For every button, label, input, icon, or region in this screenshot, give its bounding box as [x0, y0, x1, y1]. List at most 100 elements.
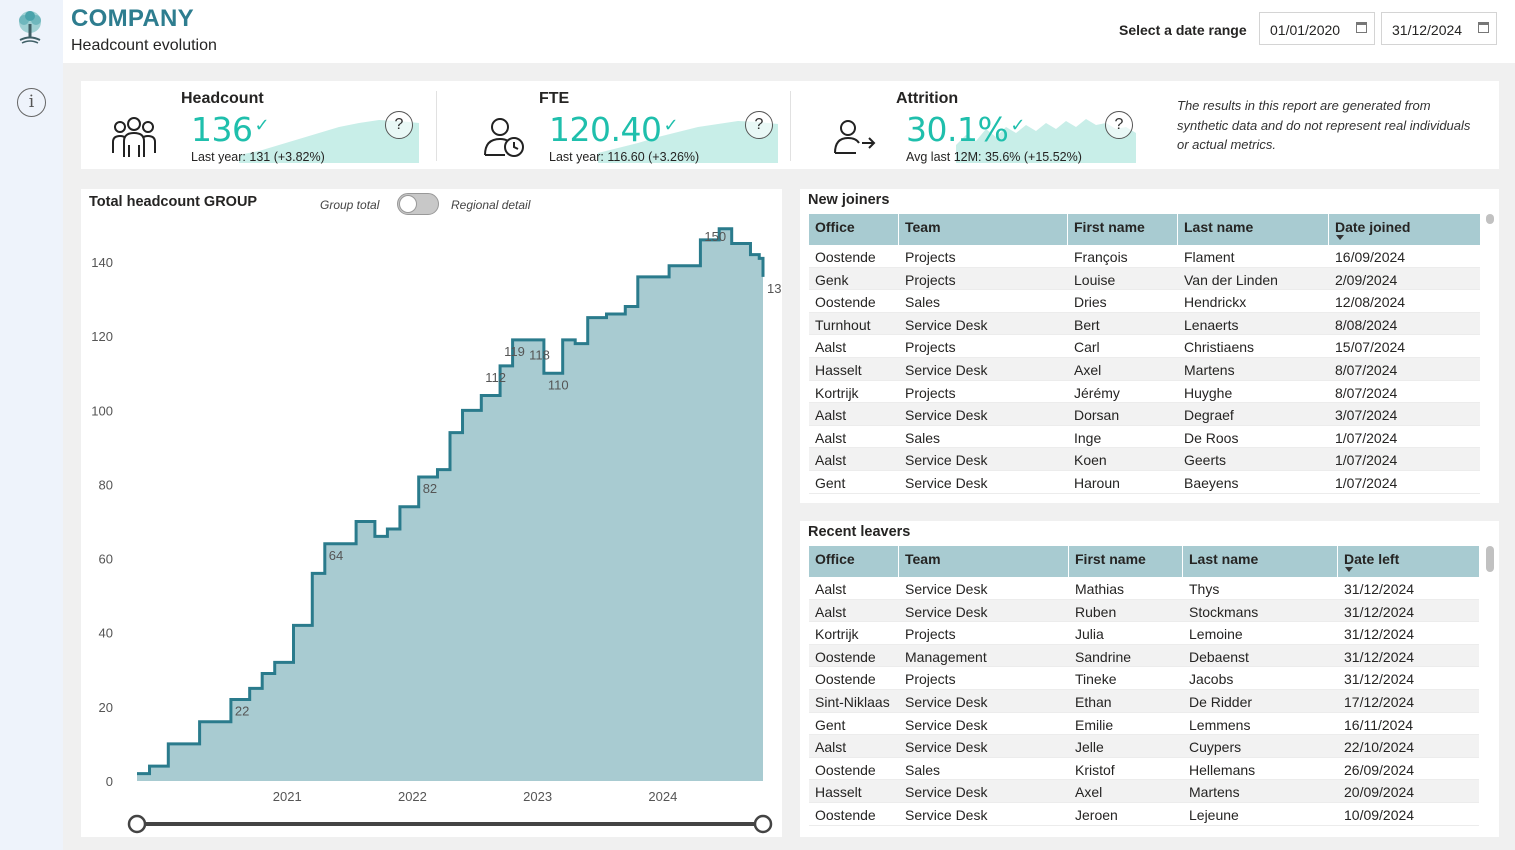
date-to-value: 31/12/2024 — [1392, 22, 1463, 38]
column-header-team[interactable]: Team — [905, 219, 941, 235]
y-tick-label: 140 — [91, 255, 113, 270]
table-cell-last-name: Lenaerts — [1184, 316, 1239, 333]
sort-desc-icon[interactable] — [1345, 567, 1353, 572]
table-body: Aalst Service Desk Mathias Thys 31/12/2024 Aa… — [809, 577, 1479, 829]
disclaimer-text: The results in this report are generated… — [1177, 98, 1471, 152]
table-cell-office: Oostende — [815, 761, 876, 778]
column-divider[interactable] — [1337, 546, 1338, 577]
info-icon[interactable]: i — [17, 88, 46, 117]
table-row[interactable]: Aalst Projects Carl Christiaens 15/07/2024 — [809, 335, 1480, 358]
group-regional-toggle[interactable] — [397, 193, 439, 215]
table-row[interactable]: Oostende Projects Tineke Jacobs 31/12/2024 — [809, 667, 1479, 690]
table-row[interactable]: Aalst Sales Inge De Roos 1/07/2024 — [809, 426, 1480, 449]
table-title: New joiners — [808, 192, 890, 208]
column-header-last-name[interactable]: Last name — [1184, 219, 1254, 235]
data-label: 112 — [485, 370, 506, 385]
table-row[interactable]: Turnhout Service Desk Bert Lenaerts 8/08/202… — [809, 312, 1480, 336]
table-cell-team: Projects — [905, 384, 956, 401]
table-row[interactable]: Sint-Niklaas Service Desk Ethan De Ridder 17… — [809, 689, 1479, 713]
range-slider-handle-start[interactable] — [127, 814, 147, 834]
table-cell-team: Projects — [905, 271, 956, 288]
table-row[interactable]: Aalst Service Desk Ruben Stockmans 31/12/202… — [809, 599, 1479, 623]
y-tick-label: 40 — [99, 626, 113, 641]
table-cell-date: 31/12/2024 — [1344, 603, 1415, 620]
table-cell-first-name: Haroun — [1074, 474, 1120, 491]
table-row[interactable]: Oostende Service Desk Jeroen Lejeune 10/09/2… — [809, 803, 1479, 826]
column-header-office[interactable]: Office — [815, 219, 855, 235]
column-divider[interactable] — [898, 214, 899, 245]
table-cell-office: Aalst — [815, 339, 847, 356]
help-icon[interactable]: ? — [1105, 111, 1133, 139]
column-divider[interactable] — [898, 546, 899, 577]
table-cell-date: 1/07/2024 — [1335, 429, 1398, 446]
date-from-input[interactable]: 01/01/2020 — [1259, 12, 1375, 45]
table-row[interactable]: Aalst Service Desk Mathias Thys 31/12/2024 — [809, 577, 1479, 600]
y-tick-label: 0 — [106, 774, 113, 789]
table-row[interactable]: Kortrijk Projects Julia Lemoine 31/12/2024 — [809, 622, 1479, 645]
table-cell-team: Sales — [905, 761, 941, 778]
y-tick-label: 120 — [91, 329, 113, 344]
column-header-first-name[interactable]: First name — [1075, 551, 1146, 567]
column-header-team[interactable]: Team — [905, 551, 941, 567]
y-tick-label: 60 — [99, 552, 113, 567]
table-cell-date: 12/08/2024 — [1335, 294, 1406, 311]
check-icon: ✓ — [1010, 115, 1025, 136]
table-body: Oostende Projects François Flament 16/09/202… — [809, 245, 1480, 495]
column-divider[interactable] — [1177, 214, 1178, 245]
y-tick-label: 20 — [99, 700, 113, 715]
table-cell-date: 1/07/2024 — [1335, 452, 1398, 469]
table-cell-date: 15/07/2024 — [1335, 339, 1406, 356]
table-cell-first-name: Carl — [1074, 339, 1100, 356]
table-row[interactable]: Gent Service Desk Emilie Lemmens 16/11/2024 — [809, 713, 1479, 736]
column-header-date-left[interactable]: Date left — [1344, 551, 1400, 567]
column-header-office[interactable]: Office — [815, 551, 855, 567]
table-row[interactable]: Gent Service Desk Haroun Baeyens 1/07/2024 — [809, 471, 1480, 494]
table-cell-first-name: Inge — [1074, 429, 1102, 446]
table-row[interactable]: Oostende Sales Kristof Hellemans 26/09/2024 — [809, 758, 1479, 781]
table-cell-office: Aalst — [815, 429, 847, 446]
table-row[interactable]: Oostende Management Sandrine Debaenst 31/12/… — [809, 644, 1479, 668]
help-icon[interactable]: ? — [385, 111, 413, 139]
table-row[interactable]: Aalst Service Desk Koen Geerts 1/07/2024 — [809, 448, 1480, 471]
table-cell-last-name: Van der Linden — [1184, 271, 1278, 288]
column-header-first-name[interactable]: First name — [1074, 219, 1145, 235]
table-row[interactable]: Aalst Service Desk Dorsan Degraef 3/07/2024 — [809, 403, 1480, 426]
table-cell-date: 8/07/2024 — [1335, 361, 1398, 378]
column-divider[interactable] — [1068, 546, 1069, 577]
toggle-knob[interactable] — [399, 195, 417, 213]
column-divider[interactable] — [1067, 214, 1068, 245]
chart-title: Total headcount GROUP — [89, 194, 258, 210]
sort-desc-icon[interactable] — [1336, 235, 1344, 240]
y-tick-label: 80 — [99, 477, 113, 492]
table-cell-date: 16/11/2024 — [1344, 716, 1414, 733]
table-cell-team: Service Desk — [905, 474, 988, 491]
column-header-date-joined[interactable]: Date joined — [1335, 219, 1411, 235]
calendar-icon[interactable] — [1356, 22, 1367, 33]
table-cell-last-name: Lemoine — [1189, 626, 1243, 643]
help-icon[interactable]: ? — [745, 111, 773, 139]
table-cell-last-name: Debaenst — [1189, 648, 1249, 665]
range-slider-handle-end[interactable] — [753, 814, 773, 834]
date-to-input[interactable]: 31/12/2024 — [1381, 12, 1497, 45]
table-row[interactable]: Genk Projects Louise Van der Linden 2/09/202… — [809, 267, 1480, 291]
table-row[interactable]: Oostende Projects François Flament 16/09/202… — [809, 245, 1480, 268]
table-row[interactable]: Hasselt Service Desk Axel Martens 20/09/2024 — [809, 780, 1479, 803]
column-divider[interactable] — [1328, 214, 1329, 245]
table-cell-office: Turnhout — [815, 316, 871, 333]
scrollbar[interactable] — [1486, 214, 1494, 224]
table-cell-office: Hasselt — [815, 361, 862, 378]
scrollbar[interactable] — [1486, 546, 1494, 572]
table-cell-office: Hasselt — [815, 784, 862, 801]
table-cell-last-name: Baeyens — [1184, 474, 1239, 491]
column-header-last-name[interactable]: Last name — [1189, 551, 1259, 567]
table-row[interactable]: Kortrijk Projects Jérémy Huyghe 8/07/2024 — [809, 381, 1480, 404]
date-from-value: 01/01/2020 — [1270, 22, 1341, 38]
table-row[interactable]: Oostende Sales Dries Hendrickx 12/08/2024 — [809, 290, 1480, 313]
table-row[interactable]: Hasselt Service Desk Axel Martens 8/07/2024 — [809, 357, 1480, 381]
attrition-sparkline — [956, 119, 1136, 163]
new-joiners-table: Office Team First name Last name Date jo… — [809, 214, 1480, 495]
column-divider[interactable] — [1182, 546, 1183, 577]
table-cell-date: 3/07/2024 — [1335, 407, 1398, 424]
calendar-icon[interactable] — [1478, 22, 1489, 33]
table-row[interactable]: Aalst Service Desk Jelle Cuypers 22/10/2024 — [809, 735, 1479, 758]
